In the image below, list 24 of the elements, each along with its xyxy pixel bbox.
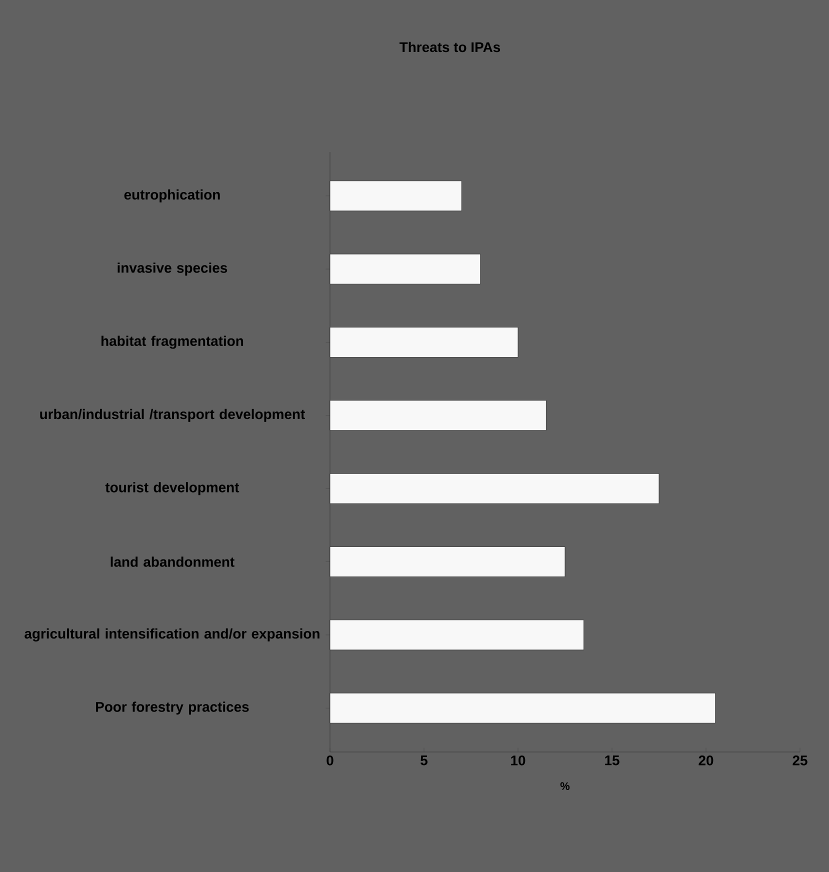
x-tick-label: 25 bbox=[792, 756, 808, 766]
bar bbox=[330, 620, 584, 650]
bar bbox=[330, 254, 481, 284]
x-tick-label: 10 bbox=[511, 756, 526, 766]
bar bbox=[330, 180, 462, 212]
x-tick-label: 0 bbox=[326, 756, 334, 766]
x-tick-label: 15 bbox=[605, 756, 620, 766]
bar bbox=[330, 473, 660, 504]
x-axis-title: % bbox=[560, 782, 570, 790]
y-tick-label: agricultural intensification and/or expansion bbox=[24, 628, 320, 642]
y-tick-label: tourist development bbox=[105, 482, 240, 496]
bar bbox=[330, 546, 566, 577]
y-tick-label: invasive species bbox=[118, 262, 228, 276]
bar bbox=[330, 692, 716, 724]
x-tick-label: 5 bbox=[420, 756, 428, 766]
y-tick-label: land abandonment bbox=[110, 556, 234, 567]
y-tick-label: urban/industrial /transport development bbox=[40, 408, 305, 422]
y-tick-label: habitat fragmentation bbox=[102, 336, 244, 349]
bar bbox=[330, 400, 546, 431]
chart-title: Threats to IPAs bbox=[400, 42, 500, 52]
x-tick-label: 20 bbox=[698, 756, 714, 766]
y-tick-label: eutrophication bbox=[124, 189, 220, 202]
bar bbox=[330, 327, 518, 358]
y-tick-label: Poor forestry practices bbox=[96, 702, 249, 715]
